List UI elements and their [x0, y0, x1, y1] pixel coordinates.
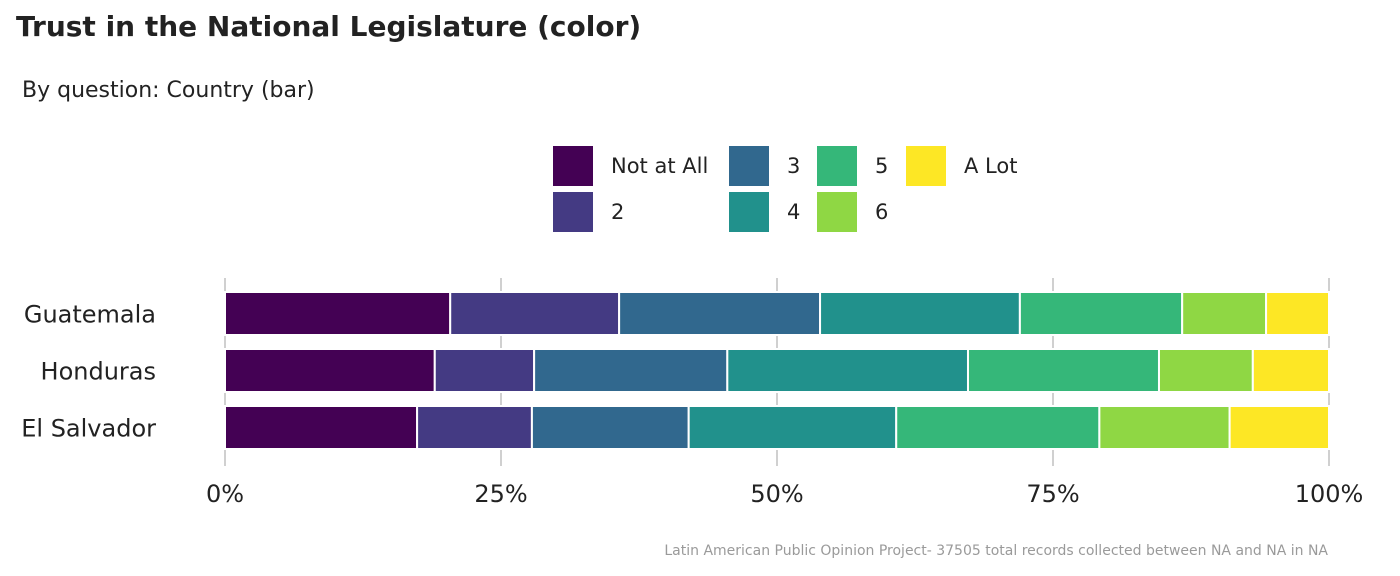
- legend-swatch: [817, 146, 857, 186]
- legend-label: 4: [787, 200, 801, 224]
- legend-swatch: [553, 192, 593, 232]
- category-label: Honduras: [41, 358, 156, 386]
- bar-segment: [1157, 348, 1254, 393]
- x-tick-label: 100%: [1295, 480, 1364, 508]
- bar-segment: [224, 291, 452, 336]
- bar-segment: [726, 348, 969, 393]
- bar-segment: [533, 348, 729, 393]
- legend-label: 3: [787, 154, 801, 178]
- bar-segment: [1265, 291, 1331, 336]
- bar-segment: [530, 405, 690, 450]
- bar-segment: [895, 405, 1101, 450]
- bar-segment: [416, 405, 533, 450]
- legend-item: A Lot: [906, 146, 1017, 186]
- bar-segment: [1251, 348, 1330, 393]
- bar-segment: [1228, 405, 1331, 450]
- bar-segment: [433, 348, 536, 393]
- legend-label: Not at All: [611, 154, 709, 178]
- bar-segment: [618, 291, 822, 336]
- bar-segment: [1098, 405, 1231, 450]
- bar-segment: [224, 348, 436, 393]
- legend: Not at All 2 3 4 5 6 A Lot: [553, 146, 1073, 236]
- legend-item: 2: [553, 192, 624, 232]
- legend-item: 4: [729, 192, 800, 232]
- x-tick-label: 75%: [1026, 480, 1079, 508]
- x-tick-label: 50%: [750, 480, 803, 508]
- category-label: El Salvador: [21, 415, 156, 443]
- chart-title: Trust in the National Legislature (color…: [16, 10, 642, 43]
- bar-segment: [819, 291, 1021, 336]
- legend-item: 5: [817, 146, 888, 186]
- bar-segment: [966, 348, 1160, 393]
- chart-caption: Latin American Public Opinion Project- 3…: [664, 543, 1328, 559]
- legend-label: 5: [875, 154, 889, 178]
- legend-label: A Lot: [964, 154, 1018, 178]
- legend-item: 6: [817, 192, 888, 232]
- legend-swatch: [906, 146, 946, 186]
- legend-item: 3: [729, 146, 800, 186]
- x-tick-label: 25%: [474, 480, 527, 508]
- bar-segment: [687, 405, 898, 450]
- chart-subtitle: By question: Country (bar): [22, 78, 315, 103]
- bar-segment: [1018, 291, 1184, 336]
- category-label: Guatemala: [24, 301, 156, 329]
- legend-swatch: [553, 146, 593, 186]
- legend-label: 6: [875, 200, 889, 224]
- legend-item: Not at All: [553, 146, 708, 186]
- x-tick-label: 0%: [206, 480, 244, 508]
- legend-swatch: [729, 192, 769, 232]
- legend-label: 2: [611, 200, 625, 224]
- bar-segment: [1181, 291, 1268, 336]
- legend-swatch: [729, 146, 769, 186]
- bar-segment: [449, 291, 621, 336]
- bar-segment: [224, 405, 419, 450]
- legend-swatch: [817, 192, 857, 232]
